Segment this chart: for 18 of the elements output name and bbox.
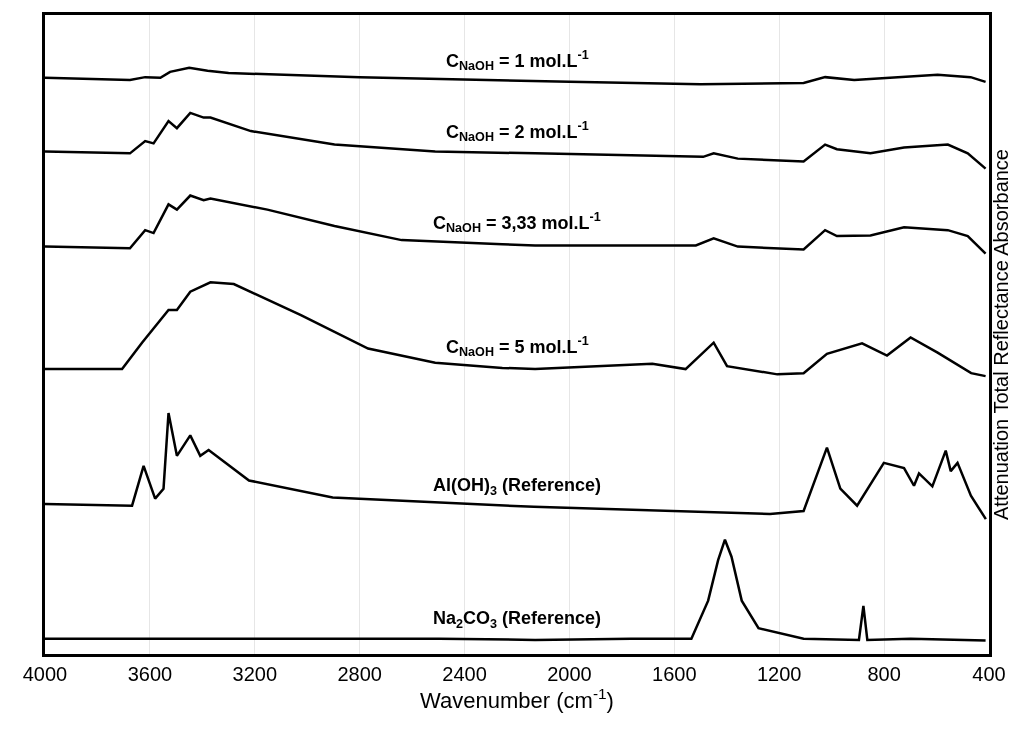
x-tick-label: 1600 (652, 662, 697, 685)
x-tick-label: 3200 (232, 662, 278, 685)
x-tick-label: 400 (972, 662, 1006, 685)
y-axis-title: Attenuation Total Reflectance Absorbance (990, 149, 1013, 520)
series-label: C$_{NaOH}$ = 3,33 mol.L$^{-1}$ (433, 210, 601, 236)
x-tick-label: 4000 (22, 662, 68, 685)
series-label: C$_{NaOH}$ = 5 mol.L$^{-1}$ (446, 334, 589, 360)
x-tick-label: 800 (867, 662, 901, 685)
series-label: C$_{NaOH}$ = 1 mol.L$^{-1}$ (446, 48, 589, 74)
x-tick-label: 2800 (337, 662, 382, 685)
x-axis-title: Wavenumber (cm$^{-1}$) (420, 684, 614, 713)
x-tick-label: 3600 (127, 662, 173, 685)
series-label: Al(OH)$_{3}$ (Reference) (433, 475, 602, 498)
x-tick-label: 2400 (442, 662, 487, 685)
x-tick-label: 2000 (547, 662, 592, 685)
series-label: C$_{NaOH}$ = 2 mol.L$^{-1}$ (446, 119, 589, 145)
series-label: Na$_{2}$CO$_{3}$ (Reference) (433, 608, 602, 631)
x-tick-label: 1200 (756, 662, 802, 685)
